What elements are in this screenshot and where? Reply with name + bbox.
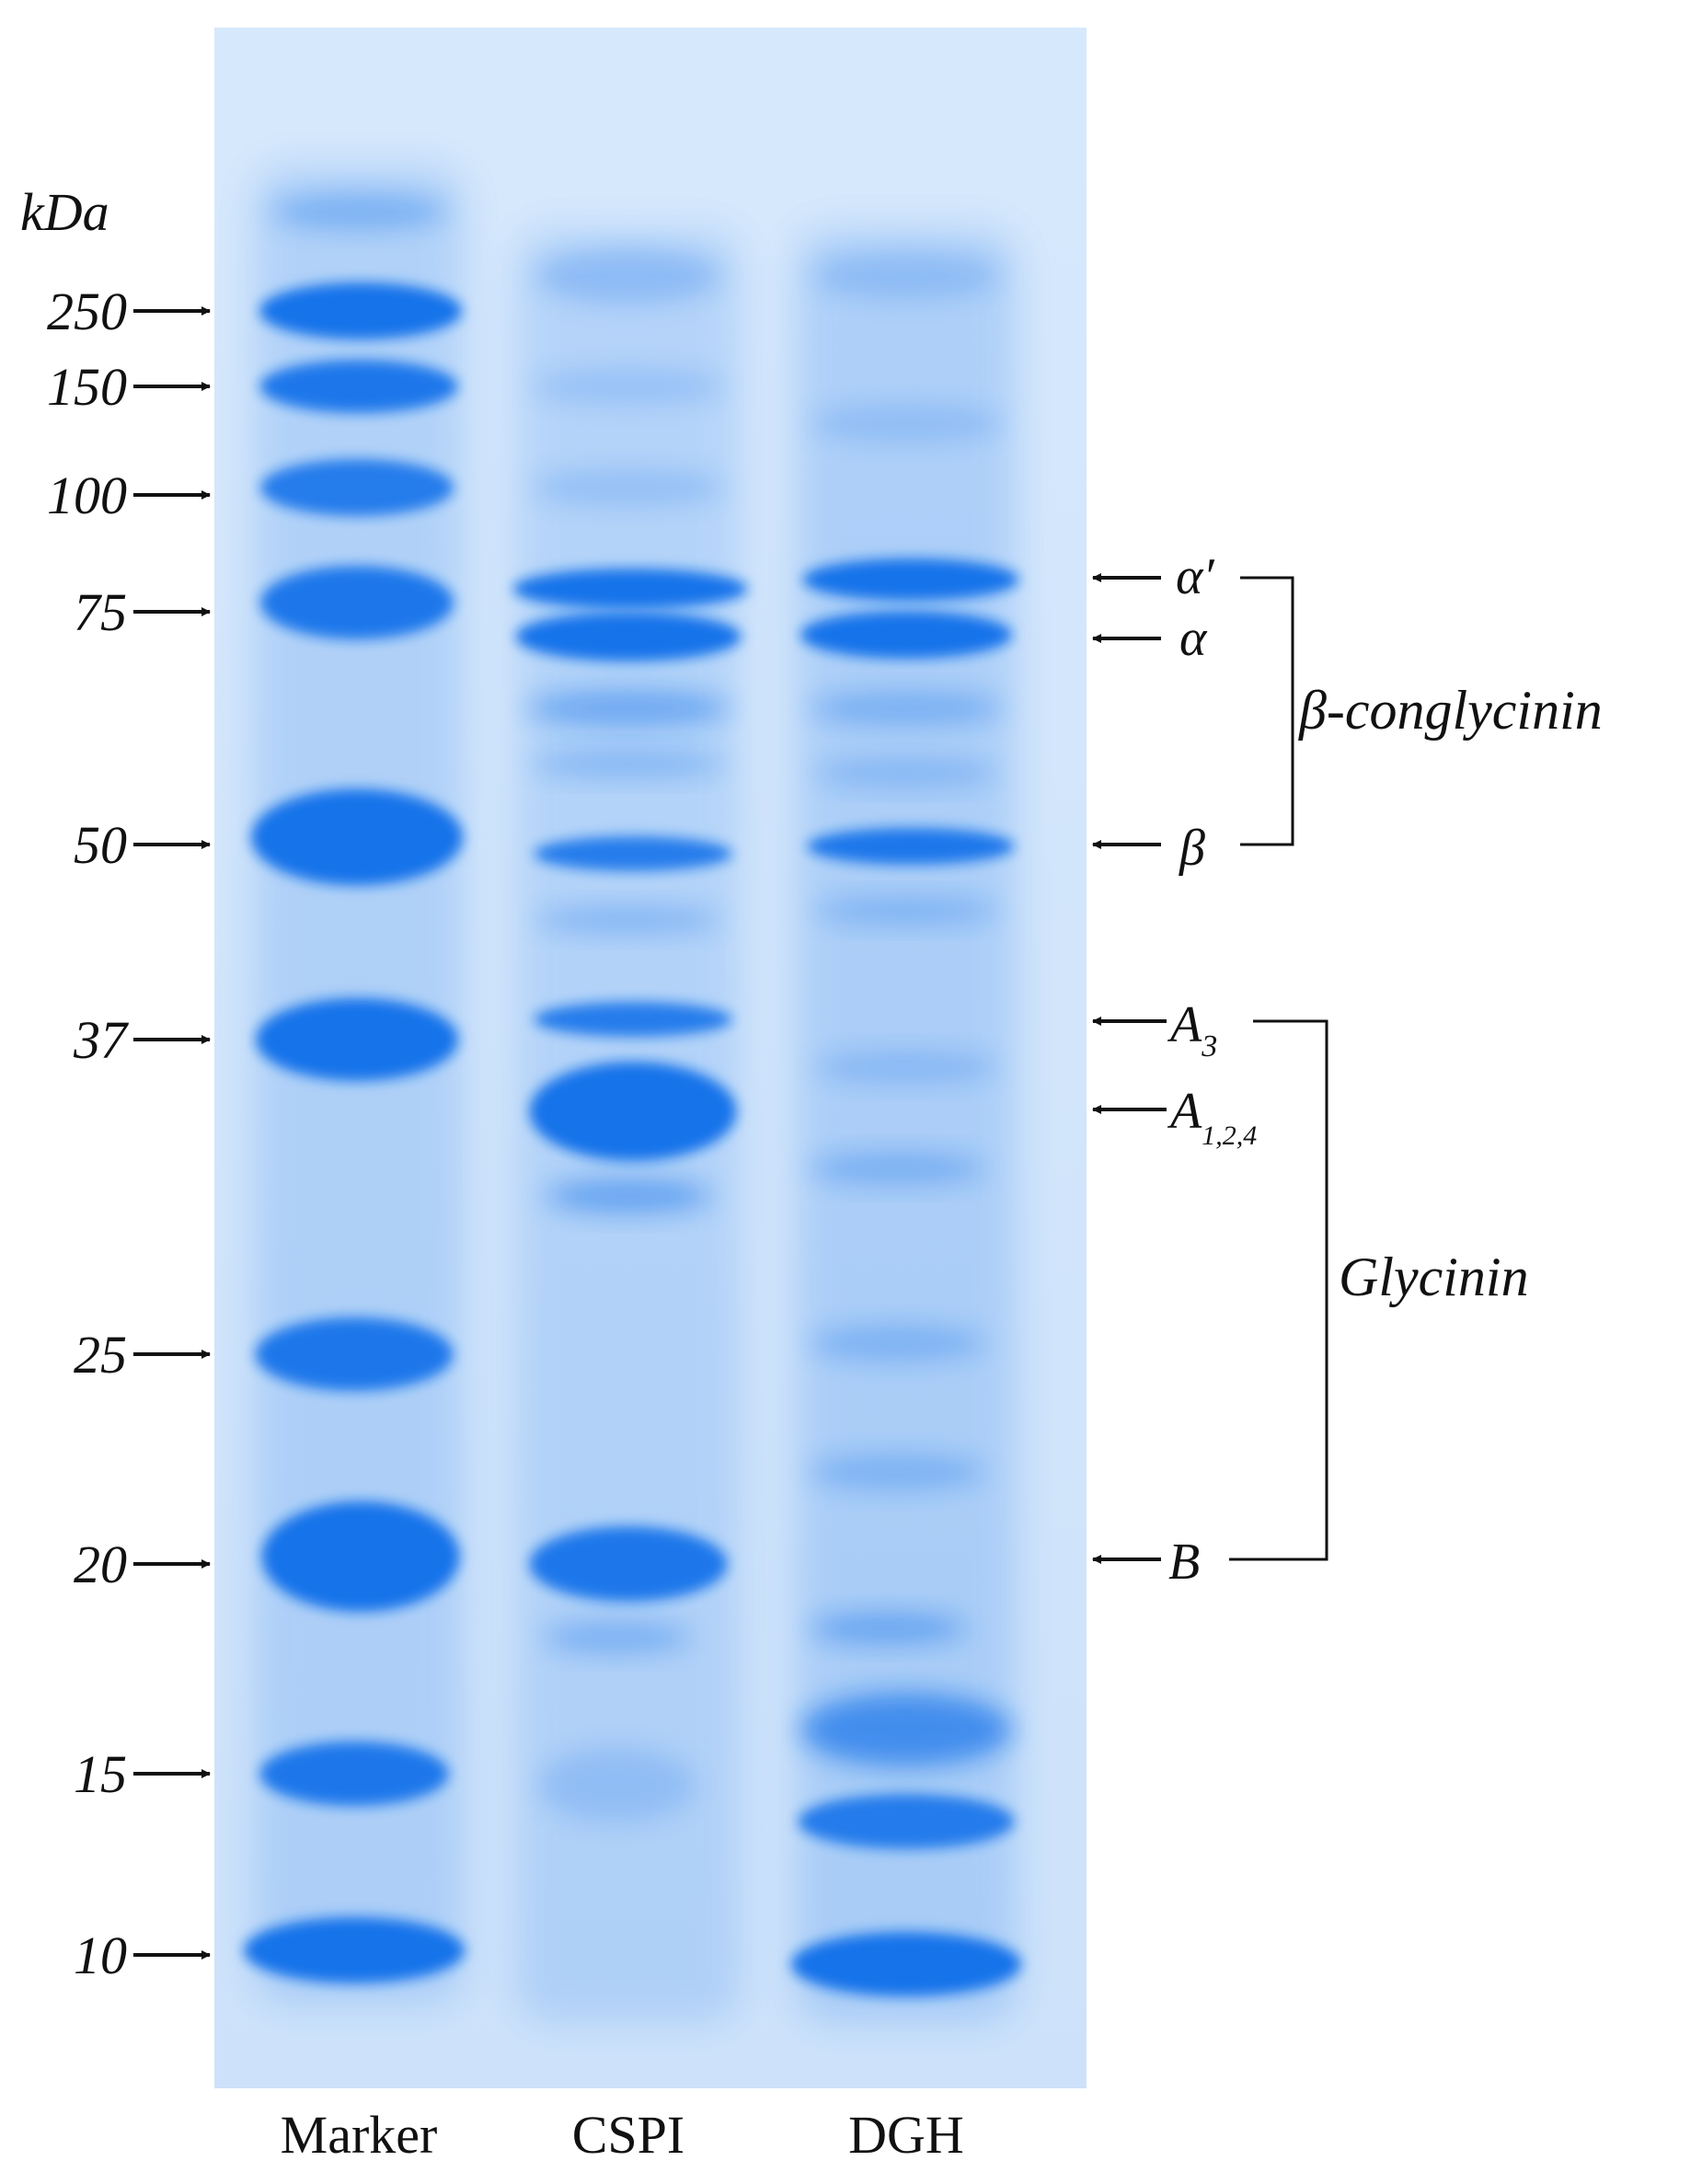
- marker-label-10: 10: [74, 1925, 127, 1985]
- cspi-band-b: [530, 1526, 728, 1602]
- band-annotations: α′ α β β-conglycinin A3 A1,2,4 B Glycini…: [1093, 548, 1603, 1591]
- smear-marker: [253, 166, 465, 2006]
- band-label-a124-main: A: [1167, 1083, 1202, 1140]
- marker-band-20: [262, 1501, 460, 1612]
- band-label-alpha-prime: α′: [1176, 548, 1214, 605]
- marker-band-10: [244, 1917, 465, 1983]
- dgh-band-alpha: [800, 611, 1012, 659]
- dgh-band-sub6: [810, 1325, 984, 1362]
- band-label-beta: β: [1179, 820, 1205, 877]
- bracket-glycinin: [1229, 1021, 1327, 1559]
- cspi-band-sub3: [536, 906, 720, 934]
- dgh-band-sub4: [814, 1052, 998, 1083]
- marker-band-37: [256, 998, 458, 1081]
- dgh-band-sub7: [810, 1454, 984, 1490]
- cspi-band-alpha-prime: [513, 569, 748, 609]
- lane-label-cspi: CSPI: [572, 2105, 685, 2165]
- cspi-band-low: [538, 1748, 695, 1822]
- marker-band-75: [260, 566, 454, 639]
- marker-label-150: 150: [47, 357, 127, 417]
- bracket-conglycinin: [1240, 578, 1293, 845]
- dgh-band-low2: [799, 1794, 1015, 1849]
- marker-label-20: 20: [74, 1535, 127, 1594]
- band-label-alpha: α: [1179, 610, 1208, 667]
- dgh-band-sub2: [814, 759, 998, 787]
- band-label-a124: A1,2,4: [1167, 1083, 1257, 1151]
- marker-label-15: 15: [74, 1744, 127, 1804]
- band-label-a3: A3: [1167, 996, 1217, 1063]
- cspi-band-sub2: [532, 750, 725, 777]
- cspi-band-a3: [535, 1002, 732, 1037]
- group-label-glycinin: Glycinin: [1339, 1247, 1529, 1307]
- marker-label-100: 100: [47, 466, 127, 525]
- dgh-band-sub3: [814, 897, 998, 925]
- dgh-band-10: [791, 1932, 1021, 1996]
- cspi-band-sub1: [527, 690, 730, 727]
- lane-label-marker: Marker: [281, 2105, 438, 2165]
- marker-label-50: 50: [74, 815, 127, 875]
- band-label-b: B: [1168, 1534, 1200, 1591]
- cspi-band-mid1: [532, 368, 725, 405]
- marker-label-25: 25: [74, 1325, 127, 1385]
- dgh-band-top: [814, 253, 998, 299]
- dgh-band-mid1: [810, 405, 1003, 442]
- group-label-conglycinin: β-conglycinin: [1298, 680, 1603, 741]
- cspi-band-mid2: [532, 469, 725, 506]
- band-label-a124-sub: 1,2,4: [1202, 1121, 1257, 1151]
- cspi-band-beta: [535, 836, 732, 871]
- cspi-band-top: [536, 248, 720, 304]
- cspi-band-sub4: [546, 1179, 711, 1213]
- dgh-band-low1: [800, 1693, 1012, 1766]
- marker-band-100: [260, 459, 454, 516]
- dgh-band-sub8: [810, 1613, 966, 1644]
- cspi-band-a124: [530, 1062, 737, 1161]
- marker-band-250: [259, 282, 462, 339]
- band-label-a3-main: A: [1167, 996, 1202, 1053]
- marker-axis: kDa 250 150 100 75 50 37 25 20 15 10: [20, 182, 210, 1985]
- dgh-band-beta: [808, 828, 1015, 865]
- marker-band-15: [260, 1741, 449, 1806]
- marker-band-top: [271, 193, 446, 230]
- lane-label-dgh: DGH: [848, 2105, 964, 2165]
- marker-label-75: 75: [74, 582, 127, 642]
- band-label-a3-sub: 3: [1201, 1029, 1217, 1063]
- cspi-band-sub5: [543, 1622, 690, 1653]
- marker-band-25: [256, 1317, 454, 1391]
- marker-band-50: [251, 789, 463, 886]
- cspi-band-alpha: [516, 612, 742, 661]
- unit-label: kDa: [20, 182, 109, 242]
- dgh-band-sub1: [810, 692, 1003, 725]
- marker-label-37: 37: [73, 1010, 129, 1070]
- lane-labels: Marker CSPI DGH: [281, 2105, 964, 2165]
- dgh-band-alpha-prime: [803, 558, 1019, 601]
- marker-band-150: [260, 360, 458, 413]
- marker-label-250: 250: [47, 282, 127, 341]
- dgh-band-sub5: [810, 1153, 984, 1184]
